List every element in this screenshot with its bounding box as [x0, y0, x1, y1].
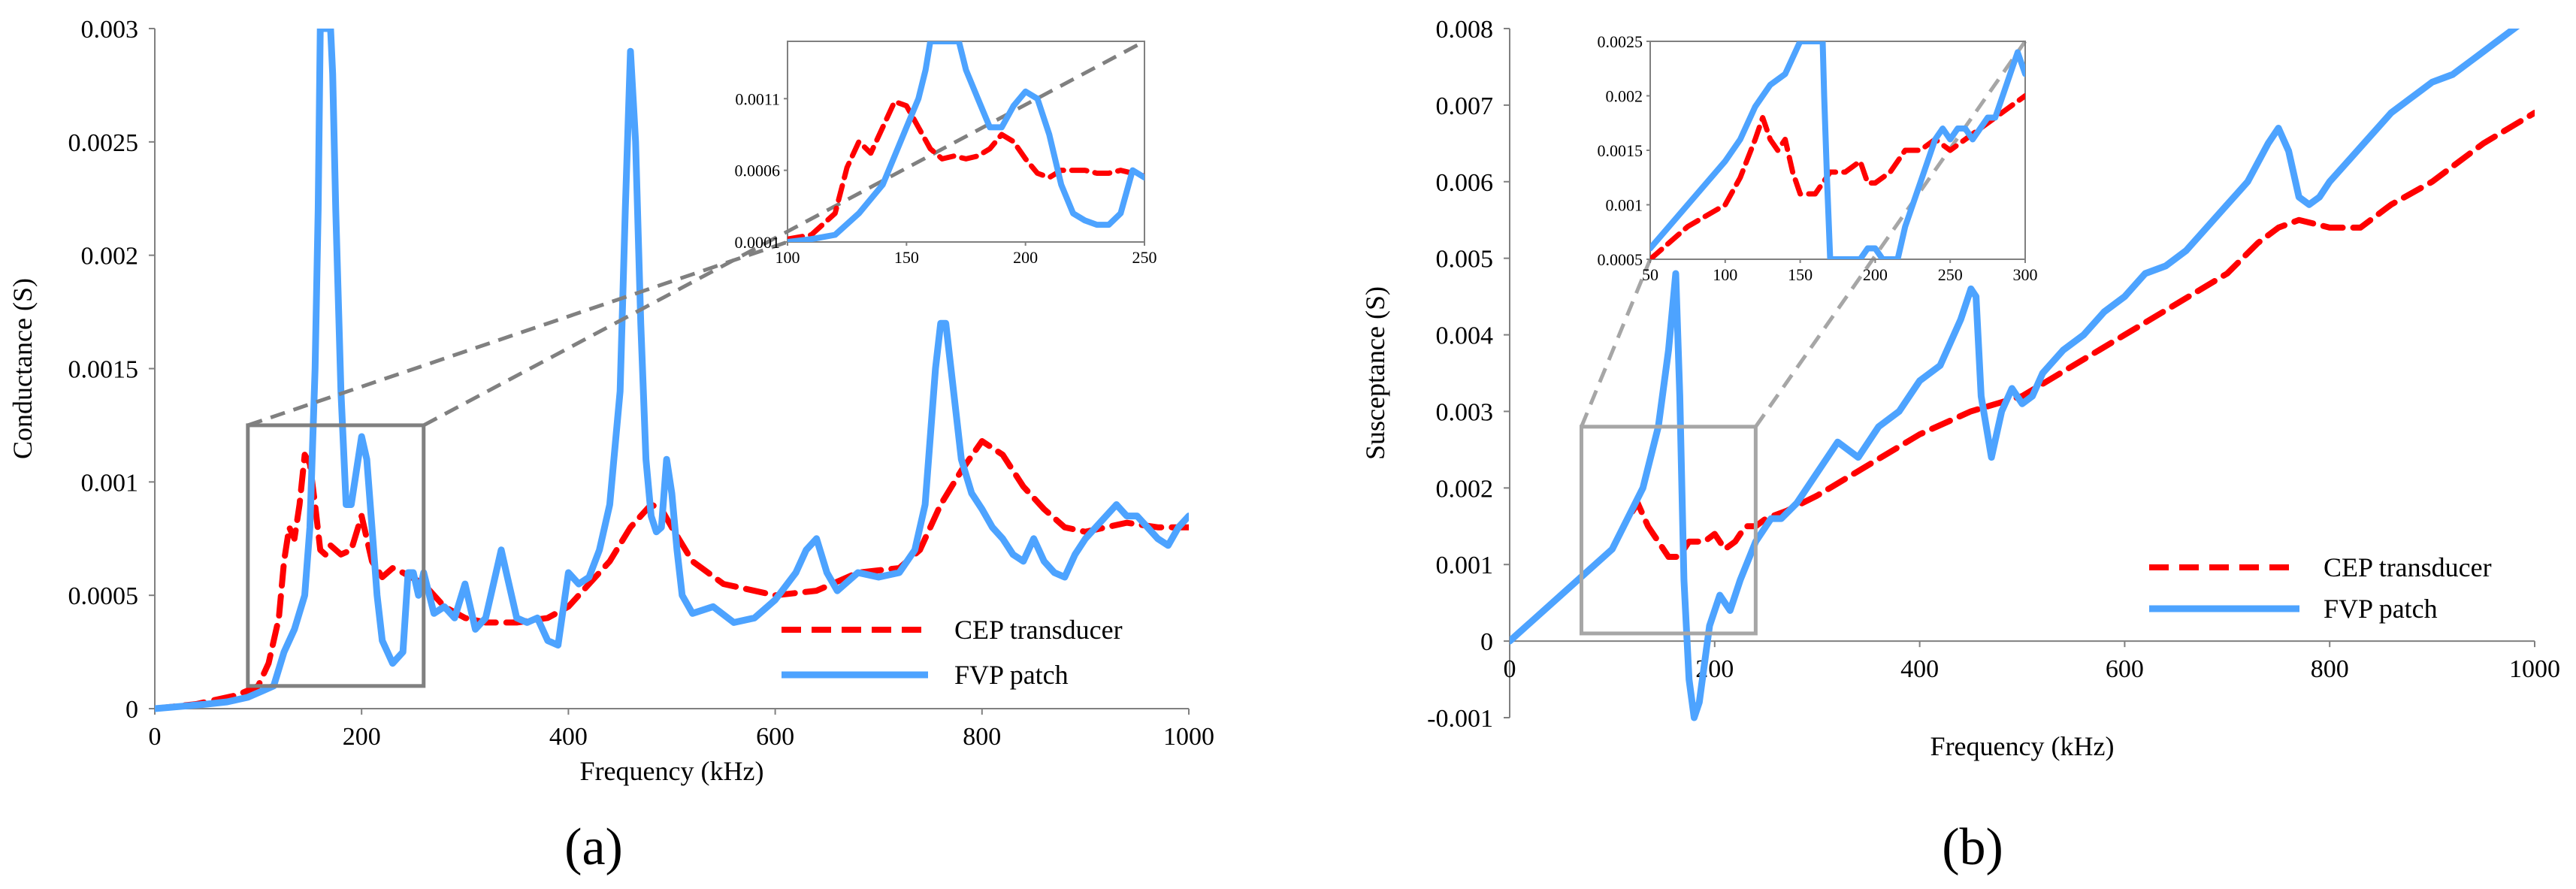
series-line-cep-transducer — [155, 438, 1189, 712]
inset-series-line-fvp-patch — [788, 41, 1144, 242]
inset-x-tick-label: 100 — [1713, 265, 1737, 284]
x-tick-label: 800 — [2311, 655, 2349, 683]
inset-series-line-cep-transducer — [1650, 93, 2025, 259]
y-tick-label: 0.001 — [1436, 552, 1494, 579]
inset-x-tick-label: 150 — [894, 248, 919, 267]
panel-a: 0 200 400 600 800 1000 0 0.0005 0.001 0.0015 0.002… — [8, 16, 1214, 876]
panel-label: (a) — [564, 818, 623, 876]
x-tick-label: 1000 — [1163, 723, 1214, 751]
y-axis-label: Conductance (S) — [8, 278, 38, 459]
series-line-cep-transducer — [1510, 110, 2535, 645]
panel-b: 0 200 400 600 800 1000 -0.001 0 0.001 0.002 0.003 0… — [1360, 16, 2560, 876]
y-tick-label: 0 — [1480, 628, 1493, 656]
inset-frame — [787, 41, 1145, 243]
panel-label: (b) — [1942, 818, 2003, 876]
zoom-connector — [422, 39, 1146, 428]
y-tick-label: 0.008 — [1436, 16, 1494, 44]
inset-series-line-cep-transducer — [788, 98, 1144, 242]
inset-frame — [1649, 41, 2026, 260]
y-tick-label: 0.002 — [1436, 475, 1494, 503]
x-axis-label: Frequency (kHz) — [580, 756, 764, 786]
y-tick-label: -0.001 — [1427, 705, 1493, 733]
inset-y-tick-label: 0.0005 — [1598, 250, 1643, 269]
inset-y-tick-label: 0.0011 — [735, 89, 780, 108]
zoom-connector — [247, 240, 788, 428]
inset-x-tick-label: 250 — [1132, 248, 1157, 267]
y-tick-label: 0 — [125, 696, 138, 724]
inset-x-tick-label: 200 — [1013, 248, 1038, 267]
series-line-fvp-patch — [1510, 29, 2520, 721]
inset-y-tick-label: 0.001 — [1606, 196, 1643, 215]
y-tick-label: 0.001 — [81, 469, 139, 497]
inset-x-tick-label: 50 — [1642, 265, 1658, 284]
inset-y-tick-label: 0.0015 — [1598, 141, 1643, 160]
y-axis-label: Susceptance (S) — [1360, 286, 1390, 460]
legend-label-fvp: FVP patch — [954, 660, 1069, 690]
y-tick-label: 0.003 — [81, 16, 139, 44]
zoom-connector — [1580, 259, 1652, 428]
zoom-box — [1579, 425, 1758, 636]
zoom-box — [246, 423, 426, 688]
y-tick-label: 0.004 — [1436, 322, 1494, 350]
y-tick-label: 0.006 — [1436, 169, 1494, 197]
inset-y-tick-label: 0.0025 — [1598, 32, 1643, 51]
inset-x-tick-label: 250 — [1938, 265, 1963, 284]
inset-y-tick-label: 0.0001 — [735, 233, 781, 252]
x-tick-label: 400 — [1900, 655, 1939, 683]
inset-series-line-fvp-patch — [1650, 41, 2025, 259]
inset-x-tick-label: 300 — [2013, 265, 2038, 284]
x-tick-label: 0 — [1504, 655, 1516, 683]
zoom-connector — [1754, 40, 2027, 428]
y-tick-label: 0.0005 — [68, 582, 139, 610]
inset-y-tick-label: 0.0006 — [735, 162, 781, 180]
legend-label-cep: CEP transducer — [954, 615, 1123, 645]
x-tick-label: 200 — [343, 723, 381, 751]
y-tick-label: 0.0015 — [68, 356, 139, 384]
x-tick-label: 600 — [2106, 655, 2144, 683]
y-tick-label: 0.003 — [1436, 398, 1494, 426]
y-tick-label: 0.002 — [81, 243, 139, 271]
y-tick-label: 0.005 — [1436, 246, 1494, 274]
x-tick-label: 600 — [756, 723, 794, 751]
legend-label-fvp: FVP patch — [2324, 594, 2438, 624]
series-line-fvp-patch — [155, 29, 1189, 712]
x-tick-label: 400 — [549, 723, 588, 751]
x-axis-label: Frequency (kHz) — [1930, 731, 2115, 761]
legend-label-cep: CEP transducer — [2324, 552, 2492, 582]
inset-y-tick-label: 0.002 — [1606, 87, 1643, 106]
x-tick-label: 800 — [963, 723, 1001, 751]
x-tick-label: 1000 — [2509, 655, 2560, 683]
y-tick-label: 0.007 — [1436, 92, 1494, 120]
inset-x-tick-label: 100 — [776, 248, 800, 267]
inset-x-tick-label: 200 — [1863, 265, 1888, 284]
y-tick-label: 0.0025 — [68, 129, 139, 157]
inset-x-tick-label: 150 — [1788, 265, 1813, 284]
x-tick-label: 0 — [149, 723, 162, 751]
